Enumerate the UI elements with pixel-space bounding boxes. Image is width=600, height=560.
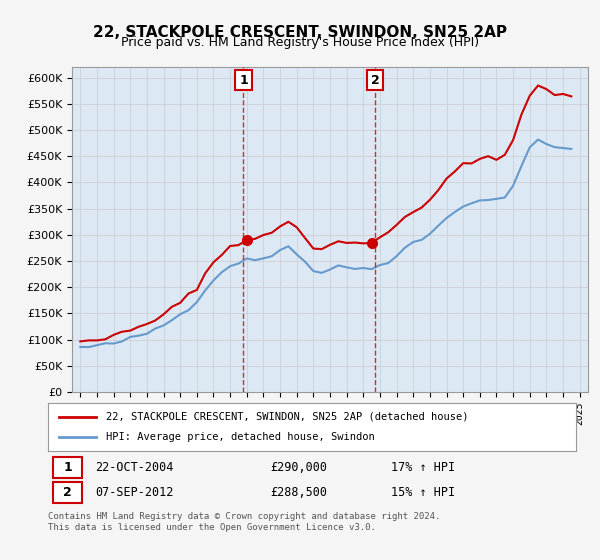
Text: 22, STACKPOLE CRESCENT, SWINDON, SN25 2AP (detached house): 22, STACKPOLE CRESCENT, SWINDON, SN25 2A… — [106, 412, 469, 422]
Text: 17% ↑ HPI: 17% ↑ HPI — [391, 461, 455, 474]
Text: 1: 1 — [239, 74, 248, 87]
Text: Price paid vs. HM Land Registry's House Price Index (HPI): Price paid vs. HM Land Registry's House … — [121, 36, 479, 49]
Text: Contains HM Land Registry data © Crown copyright and database right 2024.
This d: Contains HM Land Registry data © Crown c… — [48, 512, 440, 532]
Text: 07-SEP-2012: 07-SEP-2012 — [95, 486, 174, 499]
Text: 22, STACKPOLE CRESCENT, SWINDON, SN25 2AP: 22, STACKPOLE CRESCENT, SWINDON, SN25 2A… — [93, 25, 507, 40]
FancyBboxPatch shape — [53, 458, 82, 478]
Text: 22-OCT-2004: 22-OCT-2004 — [95, 461, 174, 474]
Text: 1: 1 — [63, 461, 72, 474]
Text: 15% ↑ HPI: 15% ↑ HPI — [391, 486, 455, 499]
FancyBboxPatch shape — [53, 482, 82, 502]
Text: 2: 2 — [63, 486, 72, 499]
Text: £288,500: £288,500 — [270, 486, 327, 499]
Text: £290,000: £290,000 — [270, 461, 327, 474]
Text: 2: 2 — [371, 74, 379, 87]
Text: HPI: Average price, detached house, Swindon: HPI: Average price, detached house, Swin… — [106, 432, 375, 442]
